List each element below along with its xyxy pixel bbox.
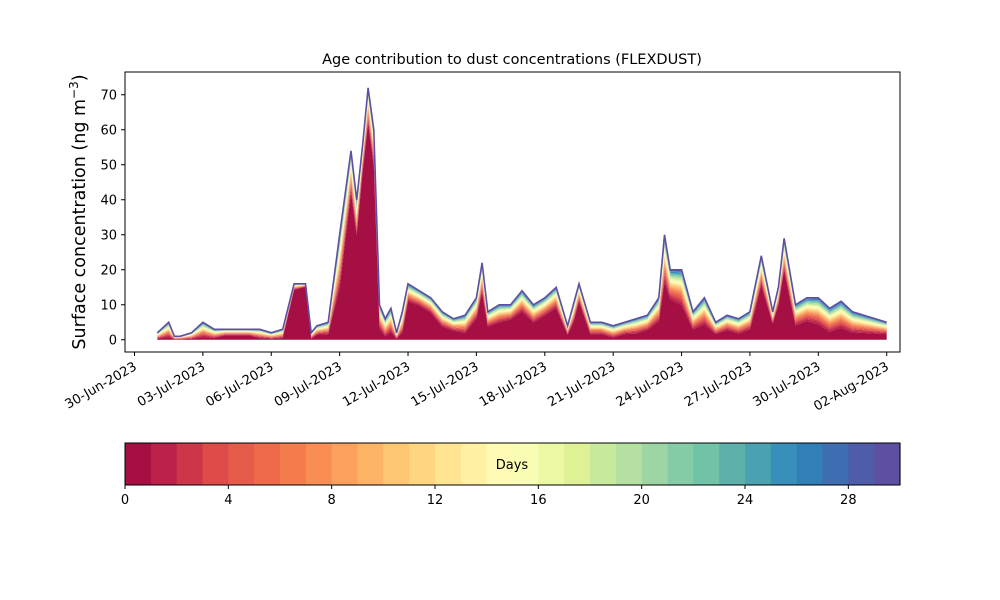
age-band-1-area [157, 120, 887, 340]
plot-area [156, 87, 887, 340]
colorbar-segment [280, 443, 307, 485]
colorbar-segment [874, 443, 901, 485]
colorbar-segment [822, 443, 849, 485]
x-tick-label: 18-Jul-2023 [477, 359, 550, 410]
colorbar-segment [357, 443, 384, 485]
x-tick-label: 24-Jul-2023 [614, 359, 687, 410]
colorbar-segment [796, 443, 824, 485]
x-tick-label: 12-Jul-2023 [340, 359, 413, 410]
colorbar-tick-label: 20 [633, 493, 650, 508]
colorbar-segment [667, 443, 694, 485]
colorbar-tick-label: 16 [530, 493, 547, 508]
y-tick-label: 60 [100, 123, 117, 138]
colorbar [125, 443, 901, 485]
y-axis: 0 10 20 30 40 50 60 70 [100, 88, 125, 348]
colorbar-tick-label: 0 [121, 493, 129, 508]
colorbar-tick-label: 4 [224, 493, 232, 508]
x-tick-label: 06-Jul-2023 [203, 359, 276, 410]
x-tick-label: 03-Jul-2023 [135, 359, 208, 410]
y-tick-label: 40 [100, 193, 117, 208]
colorbar-segment [435, 443, 462, 485]
colorbar-tick-label: 28 [840, 493, 857, 508]
colorbar-segment [305, 443, 333, 485]
total-concentration-line [156, 87, 887, 338]
y-axis-label: Surface concentration (ng m−3) [67, 74, 90, 349]
plot-frame [124, 71, 901, 353]
colorbar-segment [460, 443, 488, 485]
colorbar-tick-label: 12 [427, 493, 444, 508]
y-tick-label: 70 [100, 88, 117, 103]
colorbar-segment [693, 443, 720, 485]
colorbar-segment [228, 443, 255, 485]
x-tick-label: 09-Jul-2023 [272, 359, 345, 410]
colorbar-ticks: 0 4 8 12 16 20 24 28 [121, 485, 857, 508]
x-axis: 30-Jun-202303-Jul-202306-Jul-202309-Jul-… [63, 352, 892, 415]
colorbar-segment [615, 443, 643, 485]
colorbar-tick-label: 8 [328, 493, 336, 508]
colorbar-segment [254, 443, 281, 485]
y-tick-label: 10 [100, 298, 117, 313]
x-tick-label: 02-Aug-2023 [811, 359, 891, 414]
colorbar-segment [125, 443, 152, 485]
colorbar-segment [770, 443, 798, 485]
colorbar-segment [202, 443, 229, 485]
colorbar-segment [641, 443, 669, 485]
x-tick-label: 27-Jul-2023 [682, 359, 755, 410]
colorbar-segment [538, 443, 565, 485]
x-tick-label: 15-Jul-2023 [409, 359, 482, 410]
colorbar-segment [150, 443, 178, 485]
colorbar-segment [512, 443, 539, 485]
y-tick-label: 20 [100, 263, 117, 278]
chart-title: Age contribution to dust concentrations … [322, 52, 702, 68]
colorbar-tick-label: 24 [737, 493, 754, 508]
colorbar-segment [564, 443, 591, 485]
x-tick-label: 30-Jun-2023 [63, 359, 140, 412]
colorbar-segment [848, 443, 875, 485]
y-tick-label: 30 [100, 228, 117, 243]
colorbar-segment [176, 443, 204, 485]
y-tick-label: 50 [100, 158, 117, 173]
colorbar-segment [719, 443, 746, 485]
y-tick-label: 0 [109, 333, 117, 348]
colorbar-segment [745, 443, 772, 485]
colorbar-segment [486, 443, 514, 485]
colorbar-label: Days [496, 458, 529, 473]
colorbar-segment [409, 443, 436, 485]
colorbar-segment [331, 443, 359, 485]
age-band-5-area [157, 112, 887, 339]
x-tick-label: 21-Jul-2023 [545, 359, 618, 410]
colorbar-segment [383, 443, 410, 485]
colorbar-segment [590, 443, 617, 485]
colorbar-frame [124, 442, 901, 486]
